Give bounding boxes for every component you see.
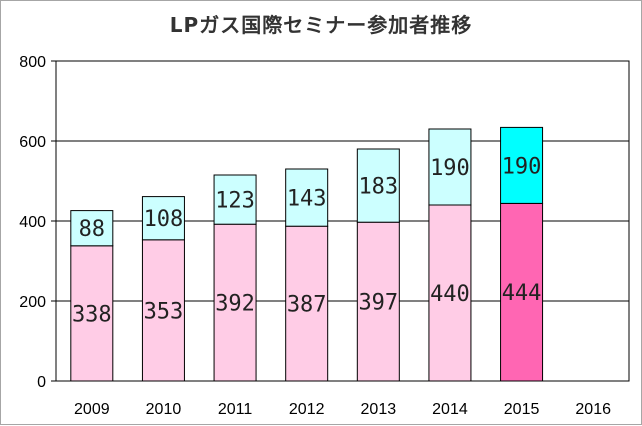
y-tick-label: 600 <box>19 134 46 151</box>
bar-2012-series2 <box>285 168 329 227</box>
x-tick-label: 2011 <box>218 401 253 418</box>
data-label-2009-series1: 338 <box>72 302 112 327</box>
data-label-2010-series2: 108 <box>144 207 184 232</box>
data-label-2012-series2: 143 <box>287 187 327 212</box>
data-label-2014-series2: 190 <box>430 156 470 181</box>
data-label-2015-series1: 444 <box>502 281 542 306</box>
data-label-2015-series2: 190 <box>502 154 542 179</box>
data-label-2013-series2: 183 <box>358 175 398 200</box>
x-tick-label: 2013 <box>361 401 397 418</box>
y-tick-label: 0 <box>37 374 46 391</box>
bar-2013-series2 <box>356 148 400 223</box>
data-label-2012-series1: 387 <box>287 293 327 318</box>
x-tick-label: 2014 <box>432 401 468 418</box>
y-tick-label: 200 <box>19 294 46 311</box>
data-label-2013-series1: 397 <box>358 291 398 316</box>
bar-2009-series2 <box>70 210 114 247</box>
x-tick-label: 2010 <box>146 401 182 418</box>
bar-2013-series1 <box>356 221 400 382</box>
data-label-2011-series2: 123 <box>215 189 255 214</box>
bar-2010-series1 <box>141 239 185 382</box>
bar-2012-series1 <box>285 225 329 382</box>
data-label-2010-series1: 353 <box>144 299 184 324</box>
bar-2015-series2 <box>500 126 544 204</box>
bar-2009-series1 <box>70 245 114 382</box>
bar-2011-series2 <box>213 174 257 225</box>
x-tick-label: 2012 <box>289 401 325 418</box>
x-tick-label: 2015 <box>504 401 540 418</box>
bar-2014-series2 <box>428 128 472 206</box>
bar-2014-series1 <box>428 204 472 382</box>
data-label-2011-series1: 392 <box>215 292 255 317</box>
bar-2010-series2 <box>141 196 185 241</box>
x-tick-label: 2009 <box>74 401 110 418</box>
y-tick-label: 800 <box>19 54 46 71</box>
y-tick-label: 400 <box>19 214 46 231</box>
data-label-2014-series1: 440 <box>430 282 470 307</box>
chart-title: LPガス国際セミナー参加者推移 <box>169 13 473 37</box>
x-tick-label: 2016 <box>575 401 611 418</box>
data-label-2009-series2: 88 <box>79 217 106 242</box>
